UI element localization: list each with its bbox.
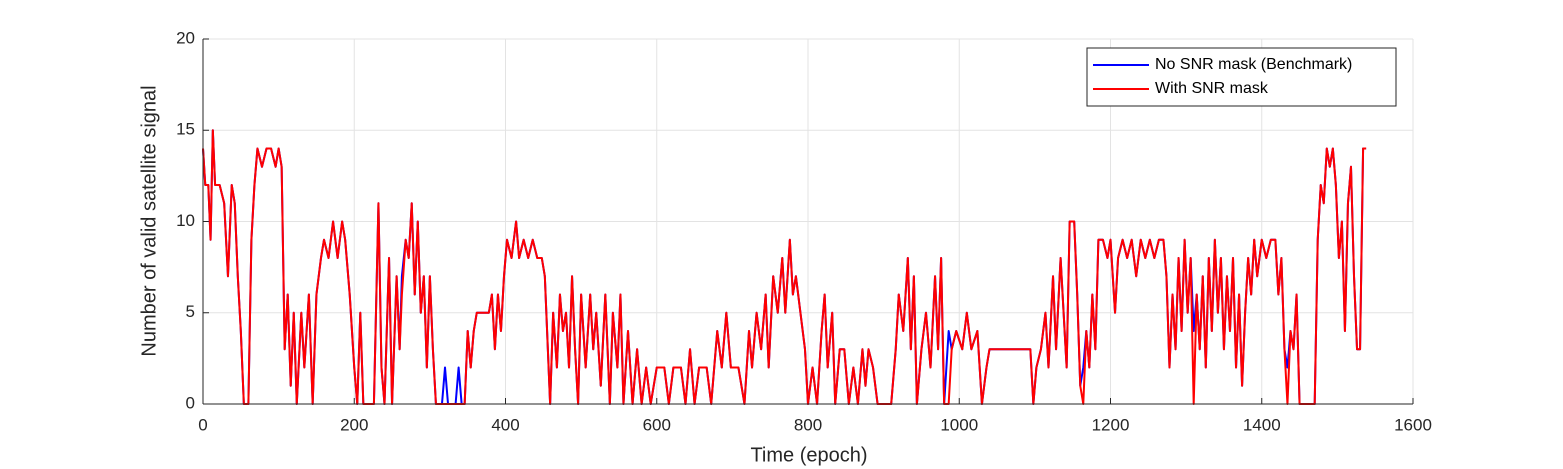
y-axis-label: Number of valid satellite signal xyxy=(138,85,160,356)
x-tick-label: 800 xyxy=(794,415,822,434)
x-tick-label: 1400 xyxy=(1243,415,1281,434)
x-tick-label: 200 xyxy=(340,415,368,434)
x-tick-label: 1200 xyxy=(1092,415,1130,434)
x-tick-label: 0 xyxy=(198,415,207,434)
legend: No SNR mask (Benchmark) With SNR mask xyxy=(1086,47,1397,107)
x-tick-label: 1600 xyxy=(1394,415,1432,434)
legend-label: No SNR mask (Benchmark) xyxy=(1155,56,1352,73)
legend-box xyxy=(1086,47,1397,107)
y-tick-label: 5 xyxy=(186,302,195,321)
x-tick-label: 400 xyxy=(491,415,519,434)
x-tick-label: 600 xyxy=(643,415,671,434)
y-tick-label: 0 xyxy=(186,393,195,412)
y-tick-label: 15 xyxy=(176,120,195,139)
x-axis-label: Time (epoch) xyxy=(750,444,867,466)
y-tick-label: 20 xyxy=(176,28,195,47)
x-tick-label: 1000 xyxy=(940,415,978,434)
series-line xyxy=(202,129,1367,405)
legend-label: With SNR mask xyxy=(1155,80,1269,97)
y-tick-label: 10 xyxy=(176,211,195,230)
